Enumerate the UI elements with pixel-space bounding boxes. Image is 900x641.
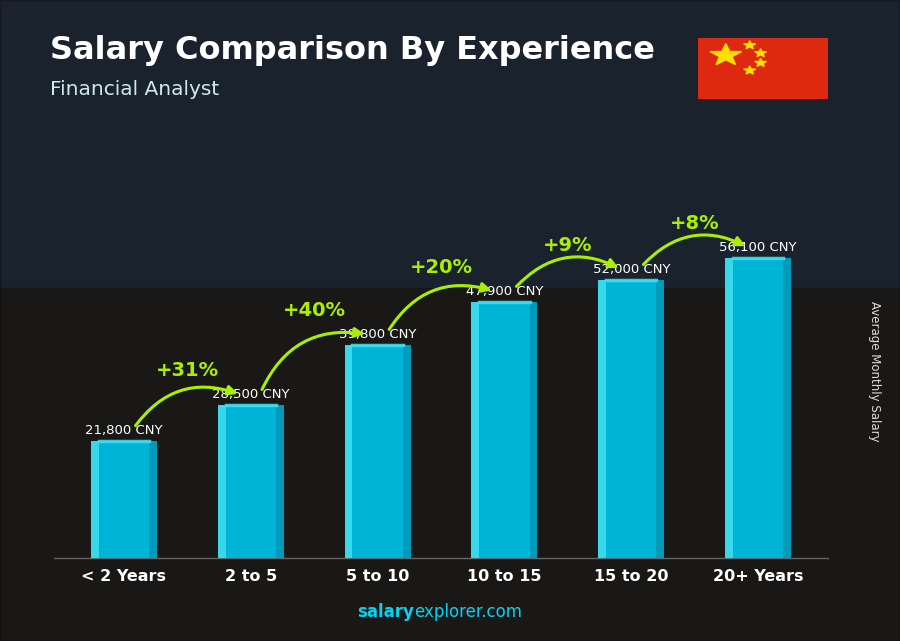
Text: +40%: +40% [283, 301, 346, 320]
Text: 39,800 CNY: 39,800 CNY [339, 328, 416, 341]
Text: +8%: +8% [670, 214, 720, 233]
Polygon shape [743, 66, 756, 74]
Bar [345, 345, 410, 558]
Bar [529, 302, 537, 558]
Bar [725, 258, 734, 558]
Polygon shape [710, 44, 742, 65]
Bar [0, 0, 900, 288]
Bar [598, 280, 607, 558]
Bar [0, 288, 900, 641]
Bar [218, 406, 226, 558]
Text: explorer.com: explorer.com [414, 603, 522, 621]
Bar [91, 441, 99, 558]
Bar [148, 441, 157, 558]
Bar [402, 345, 410, 558]
Bar [91, 441, 157, 558]
Text: salary: salary [357, 603, 414, 621]
Text: +31%: +31% [156, 362, 219, 380]
Text: 56,100 CNY: 56,100 CNY [719, 241, 797, 254]
Text: 47,900 CNY: 47,900 CNY [466, 285, 543, 297]
Bar [472, 302, 537, 558]
Polygon shape [754, 49, 767, 56]
Bar [472, 302, 480, 558]
Bar [598, 280, 664, 558]
Polygon shape [743, 41, 756, 49]
Text: +9%: +9% [543, 236, 592, 254]
Bar [725, 258, 791, 558]
Text: 28,500 CNY: 28,500 CNY [212, 388, 290, 401]
Bar [345, 345, 353, 558]
Bar [783, 258, 791, 558]
Polygon shape [754, 58, 767, 67]
Text: Average Monthly Salary: Average Monthly Salary [868, 301, 881, 442]
Text: Salary Comparison By Experience: Salary Comparison By Experience [50, 35, 654, 66]
Bar [218, 406, 284, 558]
Text: +20%: +20% [410, 258, 472, 276]
Bar [275, 406, 284, 558]
Text: 52,000 CNY: 52,000 CNY [592, 263, 670, 276]
Bar [656, 280, 664, 558]
Text: 21,800 CNY: 21,800 CNY [85, 424, 163, 437]
Text: Financial Analyst: Financial Analyst [50, 80, 219, 99]
